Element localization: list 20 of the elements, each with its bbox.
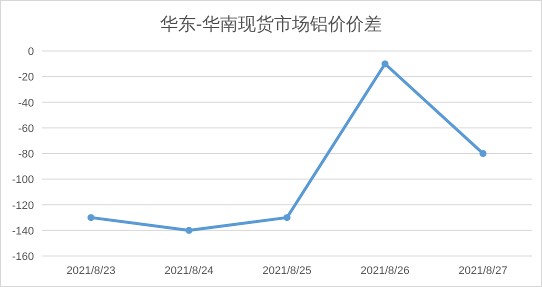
x-tick-label: 2021/8/23: [66, 265, 116, 277]
point: [480, 150, 486, 157]
y-tick-label: -80: [18, 148, 34, 160]
x-tick-label: 2021/8/26: [360, 265, 410, 277]
y-tick-label: -140: [12, 225, 34, 238]
point: [186, 226, 192, 234]
chart-title: 华东-华南现货市场铝价价差: [160, 14, 382, 34]
point: [88, 214, 94, 222]
x-tick-label: 2021/8/27: [458, 265, 508, 277]
point: [284, 214, 290, 222]
y-tick-label: -100: [12, 174, 34, 186]
y-tick-label: -120: [12, 200, 34, 212]
y-tick-label: -160: [12, 251, 34, 263]
point: [382, 60, 388, 68]
y-tick-label: 0: [28, 46, 34, 58]
x-tick-label: 2021/8/24: [164, 265, 214, 277]
y-tick-label: -60: [18, 122, 34, 135]
y-tick-label: -20: [18, 72, 34, 84]
y-tick-label: -40: [18, 97, 34, 110]
x-tick-label: 2021/8/25: [262, 265, 312, 277]
